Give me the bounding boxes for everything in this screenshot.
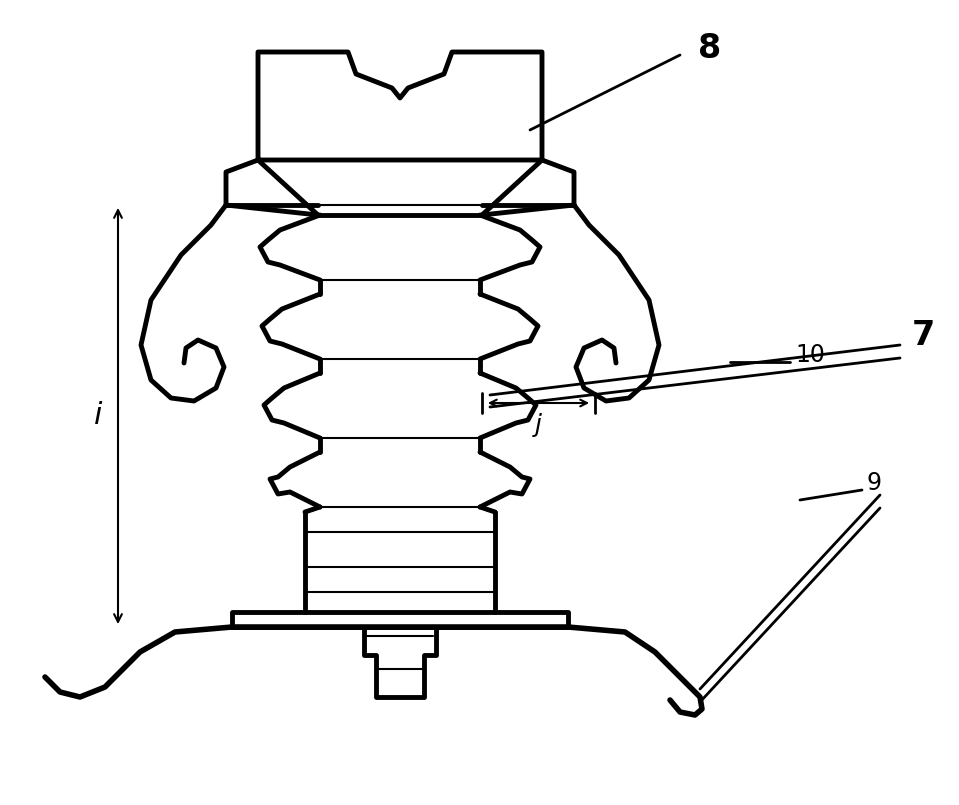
Text: j: j — [535, 413, 542, 437]
Text: i: i — [94, 402, 103, 431]
Text: 9: 9 — [867, 471, 882, 495]
Text: 8: 8 — [698, 31, 721, 64]
Text: 10: 10 — [795, 343, 825, 367]
Text: 7: 7 — [912, 320, 935, 353]
